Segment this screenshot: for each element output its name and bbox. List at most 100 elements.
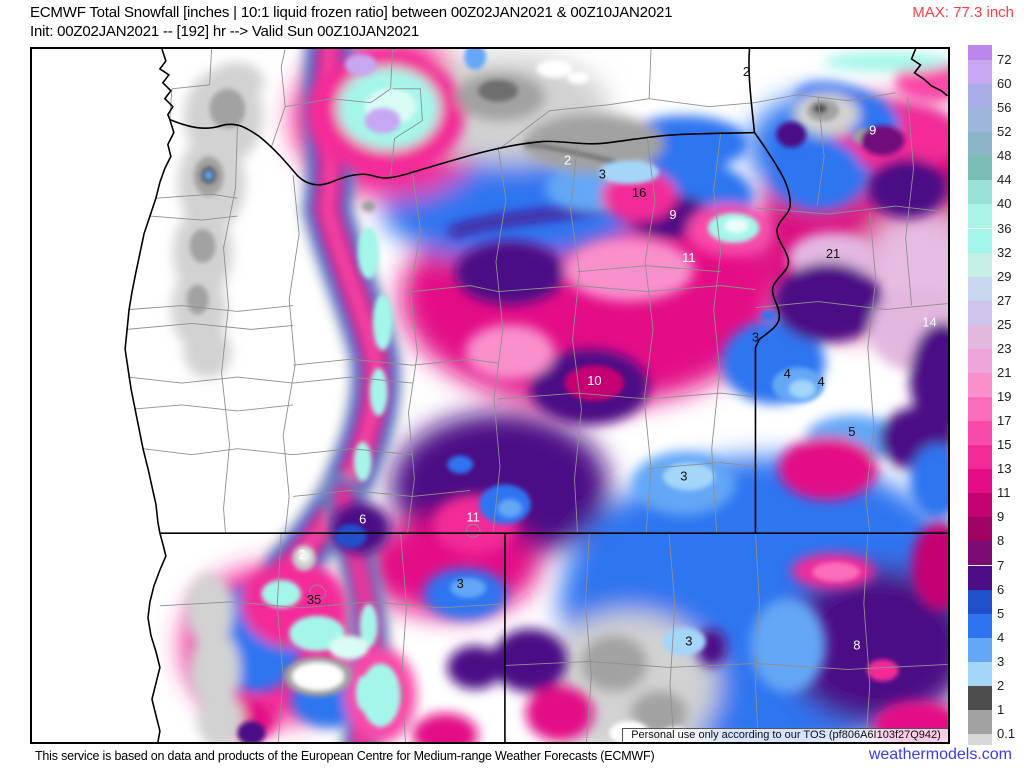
map-value-label: 8 <box>853 638 860 653</box>
colorbar-tick-label: 27 <box>997 292 1012 308</box>
map-value-label: 21 <box>826 246 840 261</box>
colorbar-tick-label: 52 <box>997 124 1012 140</box>
colorbar-tick-label: 40 <box>997 196 1012 212</box>
map-value-label: 9 <box>869 123 876 138</box>
colorbar-tick-label: 60 <box>997 76 1012 92</box>
brand-link[interactable]: weathermodels.com <box>868 746 1012 763</box>
map-value-label: 2 <box>298 547 305 562</box>
field-detail-layer <box>186 49 905 742</box>
colorbar-tick-label: 15 <box>997 437 1012 453</box>
colorbar-tick-label: 48 <box>997 148 1012 164</box>
map-value-label: 35 <box>307 592 321 607</box>
colorbar-band <box>968 661 992 686</box>
snake-river-border <box>753 132 792 534</box>
colorbar-band <box>968 204 992 229</box>
colorbar-tick-label: 8 <box>997 533 1005 549</box>
map-value-label: 9 <box>669 207 676 222</box>
colorbar-band <box>968 228 992 253</box>
attribution-text: This service is based on data and produc… <box>35 749 655 763</box>
colorbar-tick-label: 1 <box>997 701 1005 717</box>
colorbar-band <box>968 541 992 566</box>
colorbar-tick-label: 4 <box>997 629 1005 645</box>
map-value-label: 5 <box>848 424 855 439</box>
colorbar-band <box>968 637 992 662</box>
colorbar-tick-label: 7 <box>997 557 1005 573</box>
map-value-label: 3 <box>680 469 687 484</box>
map-value-label: 4 <box>817 374 824 389</box>
colorbar-band <box>968 252 992 277</box>
colorbar-tick-label: 56 <box>997 100 1012 116</box>
page-title: ECMWF Total Snowfall [inches | 10:1 liqu… <box>30 4 673 21</box>
colorbar-tick-label: 32 <box>997 244 1012 260</box>
colorbar-tick-label: 72 <box>997 52 1012 67</box>
colorbar-tick-label: 13 <box>997 461 1012 477</box>
colorbar-tick-label: 0.1 <box>997 726 1016 741</box>
map-value-label: 6 <box>359 511 366 526</box>
colorbar-band <box>968 421 992 446</box>
colorbar-tick-label: 44 <box>997 172 1012 188</box>
colorbar-band <box>968 685 992 710</box>
colorbar-tick-label: 6 <box>997 581 1005 597</box>
colorbar-tick-label: 9 <box>997 509 1005 525</box>
colorbar-tick-label: 21 <box>997 364 1012 380</box>
county-borders <box>127 49 948 742</box>
map-value-label: 11 <box>682 250 695 265</box>
colorbar-tick-label: 3 <box>997 653 1005 669</box>
colorbar-tick-label: 2 <box>997 677 1005 693</box>
colorbar-band <box>968 372 992 397</box>
colorbar-band <box>968 613 992 638</box>
ocean <box>32 49 174 742</box>
colorbar-band <box>968 469 992 494</box>
colorbar-tick-label: 36 <box>997 220 1012 236</box>
colorbar-band <box>968 493 992 518</box>
tos-notice: Personal use only according to our TOS (… <box>622 728 948 742</box>
map-value-label: 11 <box>466 509 479 524</box>
colorbar-band <box>968 60 992 85</box>
wa-id-border <box>748 49 756 133</box>
colorbar-tick-label: 25 <box>997 316 1012 332</box>
map-value-label: 2 <box>564 152 571 167</box>
map-value-label: 2 <box>743 64 750 79</box>
state-borders <box>124 49 948 742</box>
snowfall-map: 2 9 2 3 16 9 11 21 14 3 10 4 4 5 3 11 6 2 3 35 3 8 Personal u… <box>30 47 950 744</box>
colorbar-band <box>968 84 992 109</box>
map-value-label: 3 <box>457 576 464 591</box>
colorbar-band <box>968 445 992 470</box>
colorbar-band <box>968 589 992 614</box>
colorbar-band <box>968 517 992 542</box>
colorbar-band <box>968 276 992 301</box>
colorbar-tick-label: 5 <box>997 605 1005 621</box>
map-value-label: 3 <box>752 329 759 344</box>
colorbar-band <box>968 565 992 590</box>
map-value-label: 4 <box>784 366 791 381</box>
colorbar-tick-label: 23 <box>997 340 1012 356</box>
colorbar-band <box>968 709 992 734</box>
colorbar-band <box>968 324 992 349</box>
colorbar-band <box>968 132 992 157</box>
colorbar-ticks: 72 60 56 52 48 44 40 36 32 29 27 25 23 21 19 17 15 13 11 9 8… <box>997 45 1024 746</box>
max-value-label: MAX: 77.3 inch <box>912 4 1014 21</box>
coastline <box>124 49 175 742</box>
colorbar-tick-label: 19 <box>997 389 1012 404</box>
colorbar-band <box>968 156 992 181</box>
colorbar-band <box>968 300 992 325</box>
colorbar-tick-label: 11 <box>997 485 1011 501</box>
id-mt-border <box>910 49 948 97</box>
colorbar-band <box>968 45 992 60</box>
init-valid-subtitle: Init: 00Z02JAN2021 -- [192] hr --> Valid… <box>30 23 419 40</box>
colorbar-band <box>968 734 992 745</box>
colorbar-tick-label: 17 <box>997 413 1012 429</box>
map-value-label: 3 <box>685 634 692 649</box>
colorbar-band <box>968 180 992 205</box>
colorbar <box>968 45 992 746</box>
map-value-label: 3 <box>599 166 606 181</box>
columbia-river-border <box>169 118 755 186</box>
colorbar-tick-label: 29 <box>997 268 1012 284</box>
map-value-label: 16 <box>632 185 646 200</box>
map-value-label: 10 <box>587 373 601 388</box>
map-value-label: 14 <box>922 314 936 329</box>
colorbar-band <box>968 397 992 422</box>
